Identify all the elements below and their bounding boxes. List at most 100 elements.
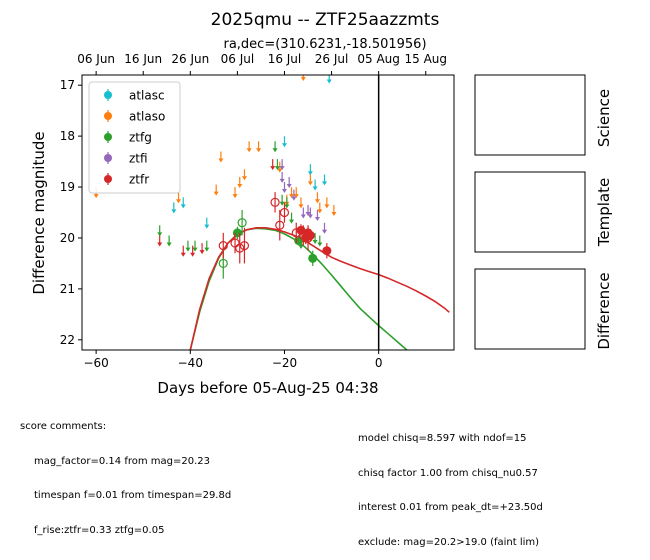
open-marker xyxy=(279,207,290,218)
upper-limit-arrow xyxy=(312,186,318,191)
upper-limit-arrow xyxy=(274,166,280,171)
figure: 2025qmu -- ZTF25aazzmts ra,dec=(310.6231… xyxy=(30,10,613,397)
upper-limit-arrow xyxy=(180,252,186,257)
upper-limit-arrow xyxy=(331,211,337,216)
legend-marker xyxy=(104,112,112,120)
upper-limit-ztfr xyxy=(190,245,196,257)
upper-limit-arrow xyxy=(300,77,306,81)
upper-limit-arrow xyxy=(237,183,243,188)
plot-frame xyxy=(81,74,455,351)
upper-limit-ztfi xyxy=(307,207,313,219)
upper-limit-atlasc xyxy=(326,75,332,84)
upper-limit-atlaso xyxy=(307,174,313,186)
model-comment-line: chisq factor 1.00 from chisq_nu0.57 xyxy=(358,467,538,479)
open-point-ztfr xyxy=(270,192,280,213)
upper-limit-atlaso xyxy=(293,187,299,199)
top-tick-label: 15 Aug xyxy=(404,52,447,66)
x-tick-label: 0 xyxy=(375,356,383,370)
difference-label: Difference xyxy=(595,272,613,349)
upper-limit-arrow xyxy=(270,166,276,171)
upper-limit-arrow xyxy=(246,148,252,153)
upper-limit-ztfi xyxy=(305,204,311,216)
open-point-ztfr xyxy=(218,232,228,259)
upper-limit-arrow xyxy=(199,250,205,255)
x-axis-label: Days before 05-Aug-25 04:38 xyxy=(157,379,378,397)
upper-limit-ztfg xyxy=(204,240,210,252)
score-comments: score comments: mag_factor=0.14 from mag… xyxy=(20,398,231,548)
top-tick-label: 16 Jun xyxy=(124,52,162,66)
upper-limit-atlasc xyxy=(204,217,210,229)
upper-limit-arrow xyxy=(307,171,313,176)
upper-limit-arrow xyxy=(298,204,304,209)
upper-limit-arrow xyxy=(93,194,99,199)
upper-limit-ztfr xyxy=(180,245,186,257)
data-point-ztfr xyxy=(296,224,306,237)
upper-limit-atlaso xyxy=(213,184,219,196)
filled-marker xyxy=(296,225,306,235)
upper-limit-arrow xyxy=(326,79,332,84)
model-curve-ztfr xyxy=(189,227,450,350)
open-point-ztfr xyxy=(235,232,245,264)
score-comment-line: f_rise:ztfr=0.33 ztfg=0.05 xyxy=(34,524,165,536)
open-marker xyxy=(218,258,228,269)
upper-limit-atlaso xyxy=(289,187,295,199)
data-point-ztfr xyxy=(322,243,332,259)
upper-limit-arrow xyxy=(293,194,299,199)
x-tick-label: −40 xyxy=(178,356,203,370)
data-point-ztfr xyxy=(305,229,315,242)
upper-limit-arrow xyxy=(322,229,328,234)
open-marker xyxy=(237,218,247,228)
upper-limit-atlaso xyxy=(314,192,320,204)
open-point-ztfr xyxy=(239,227,250,264)
upper-limit-ztfi xyxy=(322,222,328,234)
legend-marker xyxy=(104,154,112,162)
open-marker xyxy=(218,241,228,251)
upper-limit-ztfi xyxy=(314,210,320,222)
upper-limit-arrow xyxy=(256,148,262,153)
upper-limit-arrow xyxy=(218,158,224,163)
upper-limit-arrow xyxy=(272,148,278,153)
upper-limit-arrow xyxy=(314,199,320,204)
upper-limit-arrow xyxy=(305,211,311,216)
upper-limit-ztfr xyxy=(270,159,276,171)
data-point-ztfg xyxy=(308,250,318,266)
upper-limit-arrow xyxy=(176,199,182,204)
upper-limit-arrow xyxy=(289,194,295,199)
upper-limit-arrow xyxy=(281,143,287,148)
upper-limit-ztfg xyxy=(274,159,280,171)
upper-limit-atlaso xyxy=(232,187,238,199)
upper-limit-atlaso xyxy=(218,151,224,163)
upper-limit-arrow xyxy=(322,181,328,186)
upper-limit-arrow xyxy=(312,239,318,244)
upper-limit-arrow xyxy=(289,219,295,224)
upper-limit-ztfg xyxy=(289,212,295,224)
upper-limit-arrow xyxy=(279,166,285,171)
legend-frame xyxy=(88,81,181,194)
upper-limit-atlaso xyxy=(324,197,330,209)
upper-limit-arrow xyxy=(284,204,290,209)
upper-limit-ztfi xyxy=(286,176,292,188)
legend-label: ztfi xyxy=(129,152,148,166)
upper-limit-arrow xyxy=(291,196,297,201)
upper-limit-arrow xyxy=(204,224,210,229)
upper-limit-atlasc xyxy=(171,202,177,214)
upper-limit-ztfg xyxy=(192,240,198,252)
upper-limit-atlasc xyxy=(312,179,318,191)
upper-limit-arrow xyxy=(317,242,323,247)
upper-limit-atlaso xyxy=(317,202,323,214)
science-panel xyxy=(474,74,586,156)
upper-limit-ztfr xyxy=(199,243,205,255)
upper-limit-arrow xyxy=(171,209,177,214)
upper-limit-arrow xyxy=(241,176,247,181)
upper-limit-arrow xyxy=(298,245,304,250)
score-comments-header: score comments: xyxy=(20,421,107,432)
upper-limit-atlaso xyxy=(300,75,306,81)
legend-marker xyxy=(104,175,112,183)
y-tick-label: 21 xyxy=(60,282,75,296)
score-comment-line: mag_factor=0.14 from mag=20.23 xyxy=(34,455,211,467)
upper-limit-arrow xyxy=(300,214,306,219)
upper-limit-arrow xyxy=(279,178,285,183)
model-comment-line: model chisq=8.597 with ndof=15 xyxy=(358,433,527,444)
upper-limit-arrow xyxy=(324,204,330,209)
upper-limit-ztfg xyxy=(312,232,318,244)
